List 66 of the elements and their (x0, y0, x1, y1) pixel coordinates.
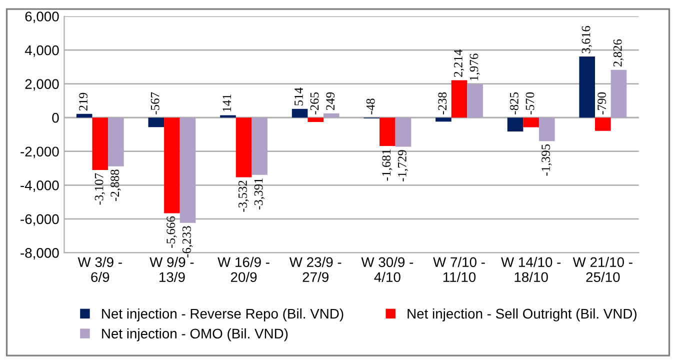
data-label: -3,532 (238, 180, 249, 212)
data-label: 514 (294, 88, 303, 106)
y-tick-label: 0 (52, 112, 59, 123)
data-label: -238 (438, 92, 447, 114)
y-tick-label: 4,000 (24, 45, 59, 57)
data-label: 2,214 (454, 49, 464, 77)
data-label: -567 (150, 92, 160, 114)
data-label: -570 (526, 92, 534, 114)
bar (380, 118, 396, 146)
data-label: -825 (510, 92, 518, 114)
y-tick-label: -6,000 (20, 214, 59, 226)
y-tick-label: 6,000 (25, 12, 59, 24)
legend-label: Net injection - Reverse Repo (Bil. VND) (102, 308, 344, 322)
bar (92, 118, 108, 170)
bar (252, 118, 268, 175)
x-tick-label: W 21/10 - 25/10 (572, 256, 632, 282)
x-tick-label: W 30/9 - 4/10 (361, 256, 414, 282)
x-tick-label: W 23/9 - 27/9 (289, 256, 342, 282)
data-label: 249 (326, 92, 335, 110)
data-label: -1,395 (542, 144, 552, 176)
legend-label: Net injection - OMO (Bil. VND) (102, 328, 288, 342)
data-label: -2,888 (110, 170, 121, 201)
bar (236, 118, 252, 178)
data-label: 1,976 (470, 54, 480, 80)
data-label: -5,666 (166, 216, 177, 248)
data-label: 219 (79, 92, 88, 111)
data-label: -1,681 (382, 150, 392, 181)
bar (324, 113, 340, 118)
data-label: 3,616 (582, 26, 592, 54)
x-tick-label: W 3/9 - 6/9 (78, 256, 122, 282)
bar (436, 118, 452, 122)
bar (292, 108, 308, 118)
y-tick-label: -4,000 (20, 180, 59, 192)
bar (467, 84, 483, 118)
data-label: -48 (366, 98, 375, 114)
data-label: 2,826 (613, 39, 624, 67)
y-tick-label: -8,000 (20, 248, 59, 260)
bar (76, 114, 92, 118)
bar (595, 118, 611, 131)
bar (523, 118, 539, 128)
y-tick-label: -2,000 (20, 146, 59, 158)
x-tick-label: W 16/9 - 20/9 (218, 256, 270, 282)
bar (579, 56, 596, 118)
bar (538, 118, 555, 142)
bar (507, 118, 524, 132)
data-label: -6,233 (182, 226, 193, 258)
y-tick-label: 2,000 (25, 79, 59, 91)
x-tick-label: W 9/9 - 13/9 (150, 256, 194, 282)
data-label: -3,107 (94, 173, 106, 205)
bar (308, 118, 324, 122)
bar (148, 118, 164, 128)
x-tick-label: W 14/10 - 18/10 (501, 256, 561, 282)
bar (395, 118, 412, 147)
bar (610, 70, 627, 118)
data-label: -3,391 (254, 178, 265, 210)
bar (164, 118, 180, 214)
x-tick-label: W 7/10 - 11/10 (433, 256, 485, 282)
legend-label: Net injection - Sell Outright (Bil. VND) (408, 308, 636, 322)
data-label: 141 (222, 94, 231, 112)
data-label: -790 (598, 92, 606, 114)
bar (451, 80, 468, 118)
bar (180, 118, 196, 223)
data-label: -265 (310, 92, 319, 114)
bar (220, 115, 236, 118)
data-label: -1,729 (398, 150, 408, 182)
bar (108, 118, 124, 166)
